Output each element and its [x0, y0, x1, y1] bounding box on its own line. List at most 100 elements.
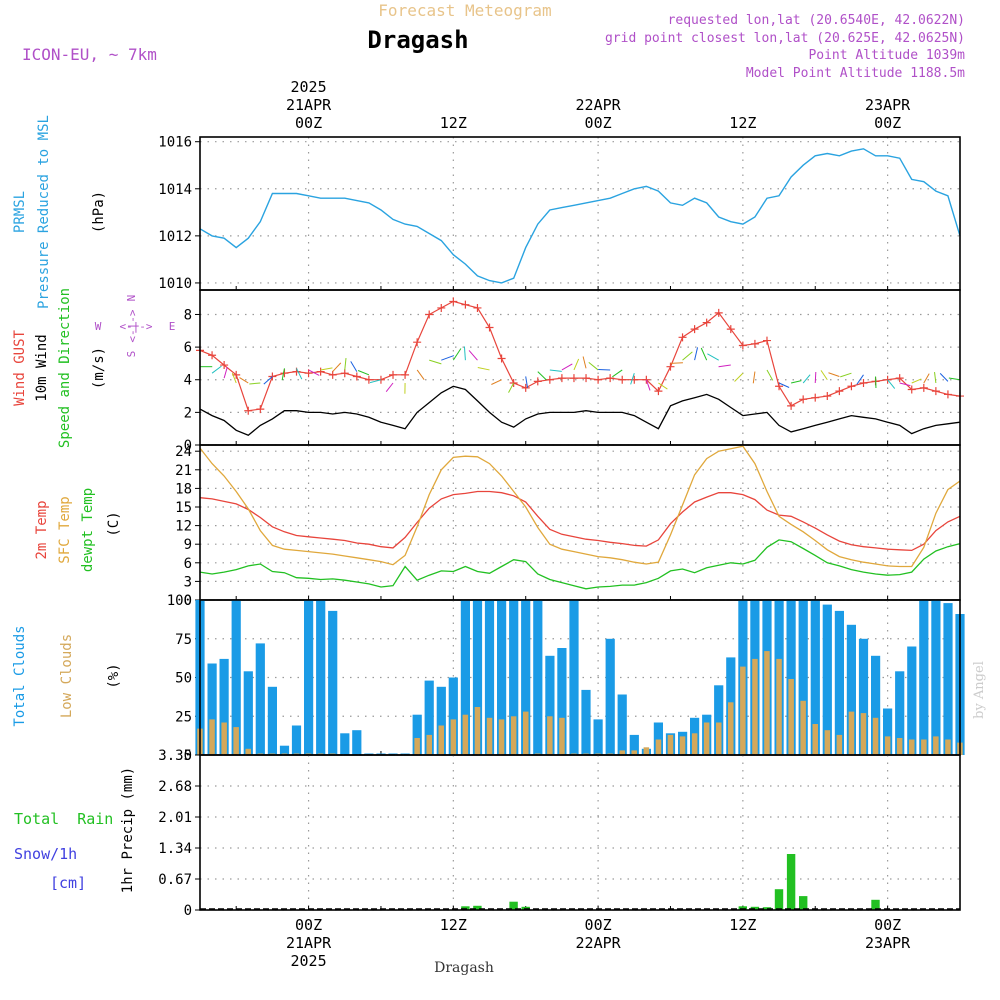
- total-cloud-bar: [883, 708, 893, 755]
- time-label-bottom: 00Z: [874, 916, 901, 934]
- y-tick-label: 21: [175, 463, 192, 479]
- temperature-panel: 0 3 6 9 12 15 18 21 24: [175, 444, 961, 609]
- wind-dir-label: Speed and Direction: [57, 288, 73, 448]
- low-cloud-bar: [800, 700, 806, 756]
- gust-marker: [328, 370, 337, 379]
- y-tick-label: 3.35: [158, 748, 192, 764]
- gust-marker: [569, 374, 578, 383]
- wind-direction-arrow: [344, 357, 347, 370]
- point-altitude: Point Altitude 1039m: [808, 48, 965, 63]
- total-cloud-bar: [810, 600, 820, 755]
- gust-marker: [545, 375, 554, 384]
- gust-marker: [208, 351, 217, 360]
- compass-n: N: [125, 295, 138, 302]
- y-tick-label: 1012: [158, 229, 192, 245]
- total-cloud-bar: [786, 600, 796, 755]
- wind-line: [199, 385, 961, 436]
- wind-direction-arrow: [814, 371, 817, 384]
- temp-unit: (C): [106, 511, 122, 536]
- gust-marker: [497, 354, 506, 363]
- low-cloud-bar: [462, 714, 469, 755]
- pressure-unit: (hPa): [91, 191, 107, 233]
- total-cloud-bar: [822, 604, 832, 755]
- compass-w: W: [95, 320, 102, 333]
- gust-marker: [690, 325, 699, 334]
- total-cloud-bar: [545, 655, 555, 755]
- total-cloud-bar: [653, 722, 663, 755]
- gust-marker: [461, 300, 470, 309]
- y-tick-label: 0.67: [158, 872, 192, 888]
- wind-direction-arrow: [645, 379, 651, 391]
- panel-frame: [199, 289, 961, 446]
- time-label-bottom: 12Z: [729, 916, 756, 934]
- y-tick-label: 2.68: [158, 779, 192, 795]
- low-cloud-bar: [836, 734, 843, 755]
- low-cloud-bar: [679, 736, 686, 755]
- y-tick-label: 18: [175, 481, 192, 497]
- wind-direction-arrow: [385, 382, 394, 393]
- y-tick-label: 1.34: [158, 841, 192, 857]
- gust-marker: [401, 370, 410, 379]
- gust-marker: [931, 387, 940, 396]
- total-cloud-bar: [943, 603, 953, 755]
- low-cloud-bar: [740, 666, 746, 755]
- wind-direction-arrow: [508, 382, 515, 393]
- gust-marker: [340, 369, 349, 378]
- grid: 0 3 6 9 12 15 18 21 24: [175, 444, 961, 609]
- time-label-top: 21APR: [286, 96, 332, 114]
- gust-marker: [762, 336, 771, 345]
- total-cloud-bar: [436, 686, 446, 755]
- low-cloud-bar: [209, 719, 215, 755]
- gust-marker: [666, 362, 675, 371]
- total-cloud-bar: [919, 600, 929, 755]
- y-tick-label: 0: [184, 438, 192, 454]
- wind-direction-arrow: [223, 367, 228, 379]
- wind-direction-arrow: [537, 371, 547, 381]
- rain-label: Total Rain: [14, 810, 113, 828]
- wind-label: 10m Wind: [34, 334, 50, 401]
- precipitation-panel: 0 0.67 1.34 2.01 2.68 3.35: [158, 748, 961, 919]
- time-label-top: 12Z: [729, 114, 756, 132]
- y-tick-label: 8: [184, 307, 192, 323]
- total-cloud-bar: [581, 689, 591, 755]
- gust-marker: [244, 406, 253, 415]
- y-tick-label: 0: [184, 748, 192, 764]
- y-tick-label: 50: [175, 671, 192, 687]
- gust-marker: [787, 401, 796, 410]
- gust-marker: [811, 393, 820, 402]
- compass-e: E: [169, 320, 176, 333]
- gust-marker: [449, 297, 458, 306]
- total-cloud-bar: [509, 600, 519, 755]
- time-label-bottom: 2025: [291, 952, 327, 970]
- wind-direction-arrow: [308, 369, 320, 376]
- gust-marker: [557, 374, 566, 383]
- wind-direction-arrow: [911, 378, 922, 384]
- total-cloud-bar: [472, 600, 483, 755]
- low-cloud-bar: [691, 733, 698, 755]
- total-cloud-bar: [279, 745, 290, 755]
- gust-marker: [485, 323, 494, 332]
- wind-direction-arrow: [239, 377, 249, 384]
- rain-bar: [786, 854, 796, 910]
- y-tick-label: 2.01: [158, 810, 192, 826]
- total-cloud-bar: [834, 610, 844, 755]
- gust-marker: [726, 325, 735, 334]
- pressure-label-sub: Pressure Reduced to MSL: [36, 115, 52, 309]
- wind-direction-arrow: [802, 374, 811, 384]
- clouds-panel: 0 25 50 75 100: [167, 593, 965, 764]
- snow-unit-label: [cm]: [50, 874, 86, 892]
- total-cloud-bar: [497, 600, 507, 755]
- wind-direction-arrow: [856, 374, 864, 385]
- low-cloud-bar: [921, 739, 927, 755]
- time-label-bottom: 00Z: [585, 916, 612, 934]
- y-tick-label: 6: [184, 556, 192, 572]
- total-cloud-bar: [340, 733, 350, 755]
- total-cloud-bar: [219, 658, 229, 755]
- wind-direction-arrow: [658, 382, 668, 390]
- y-tick-label: 4: [184, 373, 192, 389]
- pressure-line: [199, 148, 961, 284]
- wind-panel: 0 2 4 6 8: [184, 289, 964, 454]
- clouds-unit: (%): [106, 663, 122, 688]
- gust-marker: [630, 375, 639, 384]
